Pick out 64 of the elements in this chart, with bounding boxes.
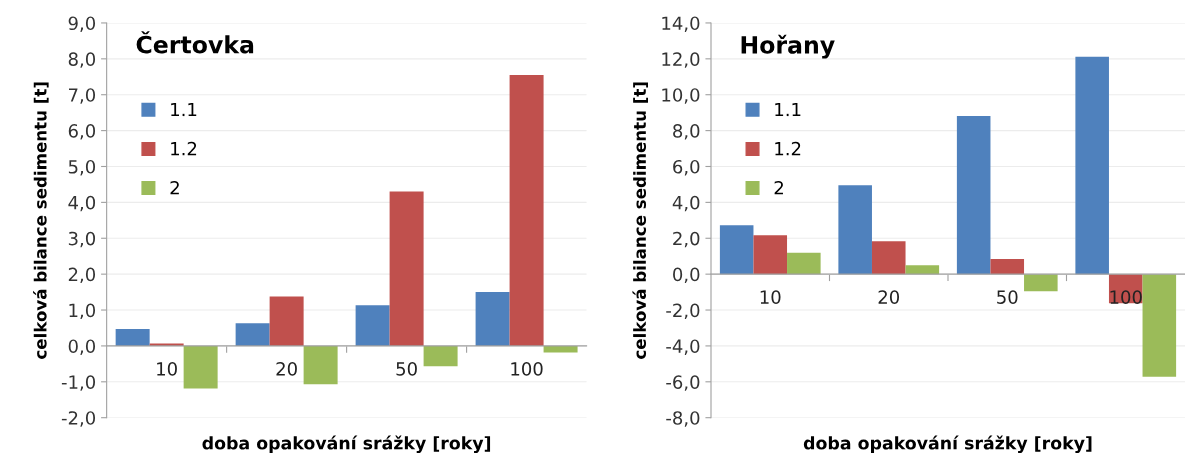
x-tick-label: 20	[276, 362, 297, 376]
y-tick-label: 6,0	[68, 124, 96, 140]
y-tick-label: -2,0	[666, 303, 700, 319]
bar	[115, 329, 150, 346]
legend-label: 1.2	[775, 141, 801, 156]
y-tick-label: 0,0	[68, 339, 96, 355]
legend-label: 2	[170, 180, 179, 195]
y-tick-label: 3,0	[68, 231, 96, 248]
x-tick-label: 50	[997, 290, 1018, 304]
y-tick-label: 5,0	[68, 159, 96, 176]
bar	[389, 191, 424, 346]
bar	[475, 292, 510, 346]
bar	[423, 345, 458, 367]
legend-label: 1.2	[171, 141, 197, 156]
y-tick-label: 8,0	[673, 124, 700, 140]
y-tick-label: 0,0	[673, 267, 700, 284]
x-axis-title: doba opakování srážky [roky]	[803, 435, 1092, 454]
bar	[509, 74, 544, 346]
legend-label: 1.1	[775, 102, 801, 117]
y-tick-label: 9,0	[68, 16, 96, 32]
y-tick-label: -8,0	[666, 411, 700, 427]
bar	[1075, 56, 1109, 275]
bar	[1142, 274, 1177, 377]
y-tick-label: 12,0	[662, 52, 700, 68]
bar	[269, 296, 304, 346]
bar	[990, 259, 1025, 275]
bar	[183, 345, 218, 389]
x-tick-label: 100	[1110, 290, 1142, 304]
y-tick-label: 7,0	[69, 88, 96, 104]
y-tick-label: 14,0	[662, 16, 700, 32]
text: Hořany	[741, 34, 835, 59]
bar	[787, 252, 821, 275]
x-tick-label: 20	[878, 290, 900, 304]
y-tick-label: -1,0	[61, 375, 96, 391]
y-axis-title: celková bilance sedimentu [t]	[33, 82, 49, 359]
y-tick-label: 1,0	[69, 303, 96, 319]
x-tick-label: 10	[760, 290, 781, 304]
y-tick-label: -2,0	[61, 411, 96, 427]
y-tick-label: 4,0	[672, 195, 700, 212]
bar	[355, 305, 390, 346]
legend-label: 1.1	[171, 102, 197, 117]
y-tick-label: 2,0	[68, 267, 96, 284]
y-tick-label: 8,0	[68, 52, 96, 68]
bar	[719, 225, 754, 275]
chart-title: Čertovka	[136, 31, 254, 54]
bar	[303, 345, 338, 385]
x-tick-label: 50	[396, 362, 417, 376]
y-tick-label: 6,0	[673, 159, 700, 176]
legend-label: 2	[774, 180, 783, 195]
x-tick-label: 10	[157, 362, 177, 376]
bar	[1024, 274, 1058, 292]
y-tick-label: 4,0	[68, 195, 96, 212]
x-axis-title: doba opakování srážky [roky]	[202, 435, 491, 454]
y-axis-title: celková bilance sedimentu [t]	[632, 82, 648, 359]
y-tick-label: 2,0	[673, 231, 700, 248]
x-tick-label: 100	[511, 362, 543, 376]
y-tick-label: -4,0	[666, 339, 700, 355]
bar	[956, 115, 991, 275]
y-tick-label: 10,0	[662, 88, 700, 104]
bar	[838, 185, 872, 275]
bar	[871, 241, 906, 275]
y-tick-label: -6,0	[666, 375, 700, 391]
bar	[235, 323, 270, 346]
bar	[753, 235, 788, 275]
